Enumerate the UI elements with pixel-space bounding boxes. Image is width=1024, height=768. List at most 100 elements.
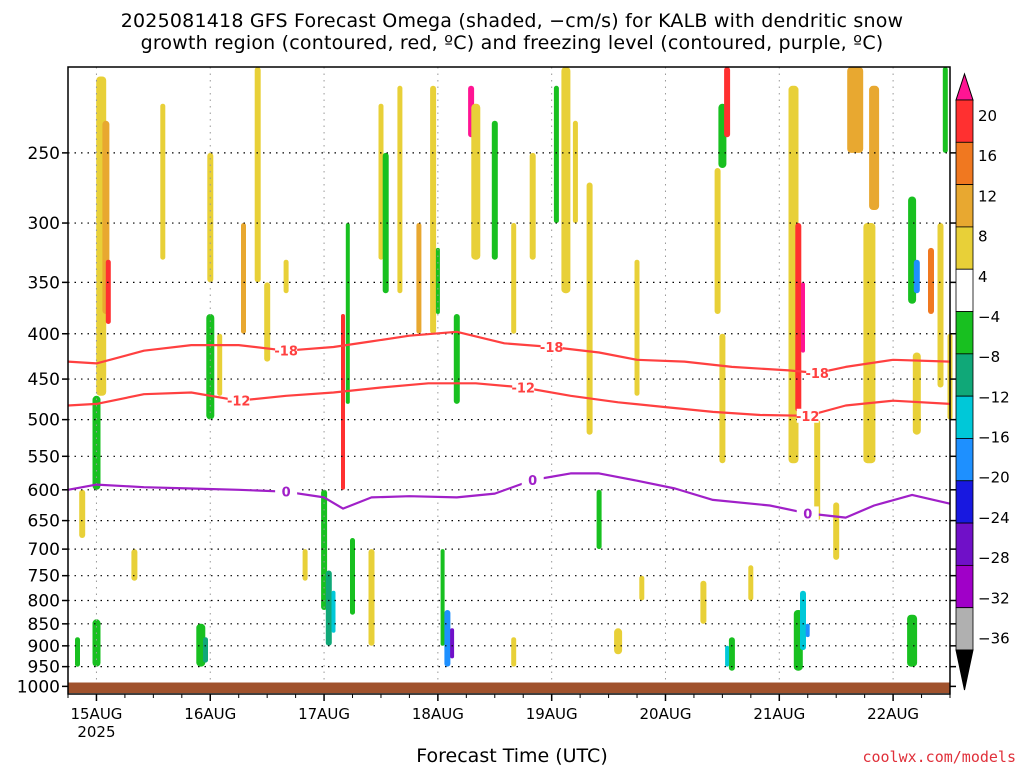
omega-shading-13 <box>203 637 208 663</box>
omega-shading-30 <box>435 247 440 314</box>
x-tick-label-18AUG: 18AUG <box>412 705 464 723</box>
colorbar-box-5 <box>955 311 974 355</box>
colorbar-label-2: 12 <box>978 187 997 205</box>
plot-area <box>68 67 950 694</box>
omega-shading-47 <box>714 168 721 314</box>
colorbar-box-3 <box>955 226 974 270</box>
omega-shading-24 <box>368 549 375 646</box>
colorbar-top-arrow <box>955 72 974 101</box>
omega-shading-75 <box>511 637 517 667</box>
y-tick-label-300: 300 <box>28 214 60 234</box>
omega-shading-19 <box>325 570 332 646</box>
y-tick-label-350: 350 <box>28 273 60 293</box>
colorbar-label-12: −32 <box>978 589 1010 607</box>
y-tick-label-850: 850 <box>28 615 60 635</box>
y-tick-label-450: 450 <box>28 370 60 390</box>
omega-shading-37 <box>491 120 498 260</box>
omega-shading-46 <box>614 628 623 655</box>
contour-label-bg-2-1 <box>521 473 544 488</box>
contour-label-0-0: -18 <box>274 345 298 360</box>
omega-shading-45 <box>634 259 640 396</box>
y-tick-label-500: 500 <box>28 411 60 431</box>
omega-shading-15 <box>254 67 261 283</box>
omega-shading-66 <box>913 259 920 294</box>
colorbar-box-11 <box>955 564 974 609</box>
y-tick-label-600: 600 <box>28 481 60 501</box>
x-tick-label-19AUG: 19AUG <box>526 705 578 723</box>
colorbar-label-7: −12 <box>978 388 1010 406</box>
colorbar-box-9 <box>955 480 974 524</box>
omega-shading-44 <box>596 489 602 550</box>
colorbar-label-4: 4 <box>978 268 988 286</box>
omega-shading-21 <box>341 314 345 490</box>
contour-label-bg-1-0 <box>227 393 250 408</box>
x-tick-label-17AUG: 17AUG <box>298 705 350 723</box>
y-tick-label-750: 750 <box>28 567 60 587</box>
omega-shading-23 <box>350 538 355 615</box>
surface-terrain <box>68 682 950 693</box>
y-tick-label-250: 250 <box>28 144 60 164</box>
omega-shading-6 <box>92 619 101 667</box>
omega-shading-40 <box>553 85 559 224</box>
omega-shading-34 <box>453 314 460 404</box>
y-tick-label-650: 650 <box>28 512 60 532</box>
y-tick-label-400: 400 <box>28 325 60 345</box>
omega-shading-59 <box>805 623 810 638</box>
colorbar-label-9: −20 <box>978 469 1010 487</box>
x-tick-label-15AUG: 15AUG <box>70 705 122 723</box>
contour-label-1-0: -12 <box>227 395 251 410</box>
omega-shading-22 <box>345 223 350 404</box>
contour-label-2-2: 0 <box>803 507 812 522</box>
omega-shading-41 <box>561 67 571 294</box>
omega-shading-63 <box>869 85 880 210</box>
x-tick-label-16AUG: 16AUG <box>184 705 236 723</box>
omega-shading-26 <box>382 152 389 294</box>
omega-shading-55 <box>795 223 802 412</box>
contour-label-0-2: -18 <box>805 367 829 382</box>
omega-shading-8 <box>160 103 166 260</box>
colorbar-label-5: −4 <box>978 308 1000 326</box>
contour-label-bg-2-2 <box>796 506 819 521</box>
colorbar-label-10: −24 <box>978 509 1010 527</box>
colorbar-box-10 <box>955 522 974 566</box>
colorbar-box-2 <box>955 184 974 228</box>
omega-shading-64 <box>863 223 876 464</box>
omega-shading-61 <box>833 502 840 560</box>
omega-shading-11 <box>217 333 223 396</box>
omega-shading-67 <box>912 352 921 435</box>
x-tick-label-21AUG: 21AUG <box>753 705 805 723</box>
omega-shading-7 <box>75 637 80 667</box>
omega-shading-16 <box>264 282 271 362</box>
omega-shading-53 <box>700 580 707 624</box>
contour-label-2-0: 0 <box>282 486 291 501</box>
colorbar-label-8: −16 <box>978 429 1010 447</box>
contour-label-bg-0-1 <box>540 339 563 354</box>
colorbar-label-3: 8 <box>978 228 988 246</box>
omega-shading-71 <box>942 67 948 153</box>
colorbar-label-13: −36 <box>978 630 1010 648</box>
colorbar-box-4 <box>955 268 974 312</box>
x-axis-label: Forecast Time (UTC) <box>416 745 608 767</box>
omega-shading-42 <box>572 120 578 224</box>
contour-label-1-1: -12 <box>511 382 535 397</box>
omega-shading-49 <box>724 67 731 138</box>
contour-label-0-1: -18 <box>540 341 564 356</box>
colorbar-label-0: 20 <box>978 107 997 125</box>
contour-label-bg-1-1 <box>512 380 535 395</box>
omega-shading-29 <box>430 85 437 334</box>
omega-shading-27 <box>397 85 403 294</box>
omega-shading-18 <box>321 489 328 610</box>
omega-shading-69 <box>937 223 944 388</box>
omega-shading-76 <box>302 549 308 581</box>
colorbar-box-7 <box>955 395 974 439</box>
chart-title-line-1: 2025081418 GFS Forecast Omega (shaded, −… <box>120 10 904 32</box>
omega-shading-32 <box>444 610 451 667</box>
omega-shading-60 <box>814 419 821 521</box>
contour-label-bg-1-2 <box>796 408 819 423</box>
omega-shading-2 <box>105 259 111 324</box>
omega-shading-39 <box>529 152 536 260</box>
y-tick-label-800: 800 <box>28 592 60 612</box>
colorbar-bottom-arrow <box>955 649 974 691</box>
x-tick-year: 2025 <box>77 723 115 741</box>
